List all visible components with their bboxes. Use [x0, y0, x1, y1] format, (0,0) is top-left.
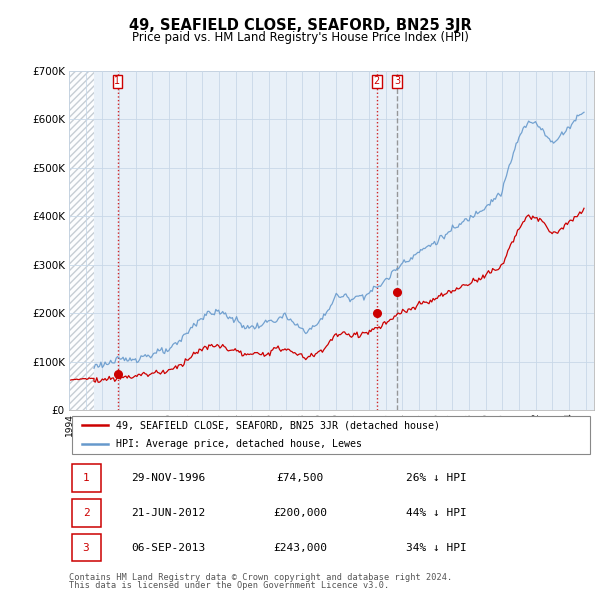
Text: 3: 3 [83, 543, 89, 552]
Bar [69, 71, 94, 410]
Text: This data is licensed under the Open Government Licence v3.0.: This data is licensed under the Open Gov… [69, 581, 389, 590]
Text: 44% ↓ HPI: 44% ↓ HPI [406, 508, 467, 517]
Text: 1: 1 [83, 473, 89, 483]
Text: 1: 1 [115, 77, 121, 87]
Text: HPI: Average price, detached house, Lewes: HPI: Average price, detached house, Lewe… [116, 440, 362, 450]
Text: 34% ↓ HPI: 34% ↓ HPI [406, 543, 467, 552]
Text: 26% ↓ HPI: 26% ↓ HPI [406, 473, 467, 483]
FancyBboxPatch shape [71, 464, 101, 492]
Text: 49, SEAFIELD CLOSE, SEAFORD, BN25 3JR (detached house): 49, SEAFIELD CLOSE, SEAFORD, BN25 3JR (d… [116, 420, 440, 430]
Text: 3: 3 [394, 77, 400, 87]
Text: £243,000: £243,000 [273, 543, 327, 552]
Text: 2: 2 [374, 77, 380, 87]
Text: Contains HM Land Registry data © Crown copyright and database right 2024.: Contains HM Land Registry data © Crown c… [69, 572, 452, 582]
FancyBboxPatch shape [71, 533, 101, 562]
Text: 21-JUN-2012: 21-JUN-2012 [131, 508, 206, 517]
Text: 29-NOV-1996: 29-NOV-1996 [131, 473, 206, 483]
Text: Price paid vs. HM Land Registry's House Price Index (HPI): Price paid vs. HM Land Registry's House … [131, 31, 469, 44]
Text: 06-SEP-2013: 06-SEP-2013 [131, 543, 206, 552]
FancyBboxPatch shape [71, 499, 101, 527]
Text: 49, SEAFIELD CLOSE, SEAFORD, BN25 3JR: 49, SEAFIELD CLOSE, SEAFORD, BN25 3JR [128, 18, 472, 33]
FancyBboxPatch shape [71, 416, 590, 454]
Text: £200,000: £200,000 [273, 508, 327, 517]
Text: 2: 2 [83, 508, 89, 517]
Text: £74,500: £74,500 [277, 473, 323, 483]
